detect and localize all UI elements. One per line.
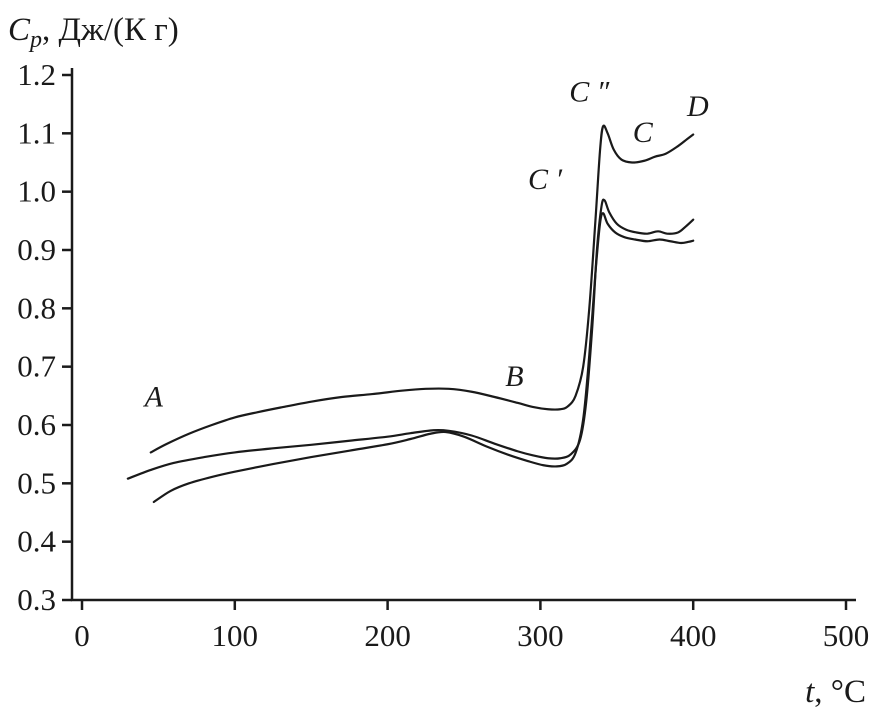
y-tick-label: 0.8 — [17, 290, 56, 325]
label-a: A — [143, 380, 164, 413]
curve-top-ABCD — [149, 124, 695, 454]
x-tick-label: 500 — [823, 618, 870, 653]
label-d: D — [686, 90, 709, 123]
y-tick-label: 0.7 — [17, 349, 56, 384]
axes — [70, 68, 856, 602]
x-tick-label: 100 — [212, 618, 259, 653]
x-tick-label: 200 — [364, 618, 411, 653]
curve-bottom — [152, 212, 695, 504]
y-tick-label: 0.6 — [17, 407, 56, 442]
x-tick-label: 300 — [517, 618, 564, 653]
label-c: C — [633, 116, 654, 149]
label-b: B — [505, 360, 523, 393]
y-tick-label: 0.9 — [17, 232, 56, 267]
y-tick-label: 0.3 — [17, 582, 56, 617]
x-tick-label: 400 — [670, 618, 717, 653]
label-c-prime: C ′ — [528, 163, 563, 196]
y-tick-label: 1.1 — [17, 115, 56, 150]
label-c-double-prime: C ″ — [569, 75, 610, 108]
y-tick-label: 0.4 — [17, 524, 56, 559]
y-tick-label: 1.0 — [17, 174, 56, 209]
x-tick-label: 0 — [74, 618, 90, 653]
y-tick-label: 0.5 — [17, 465, 56, 500]
curve-middle — [126, 198, 695, 480]
y-axis-title: Cp, Дж/(К г) — [8, 12, 179, 53]
x-axis-title: t, °C — [805, 674, 866, 710]
y-tick-label: 1.2 — [17, 57, 56, 92]
